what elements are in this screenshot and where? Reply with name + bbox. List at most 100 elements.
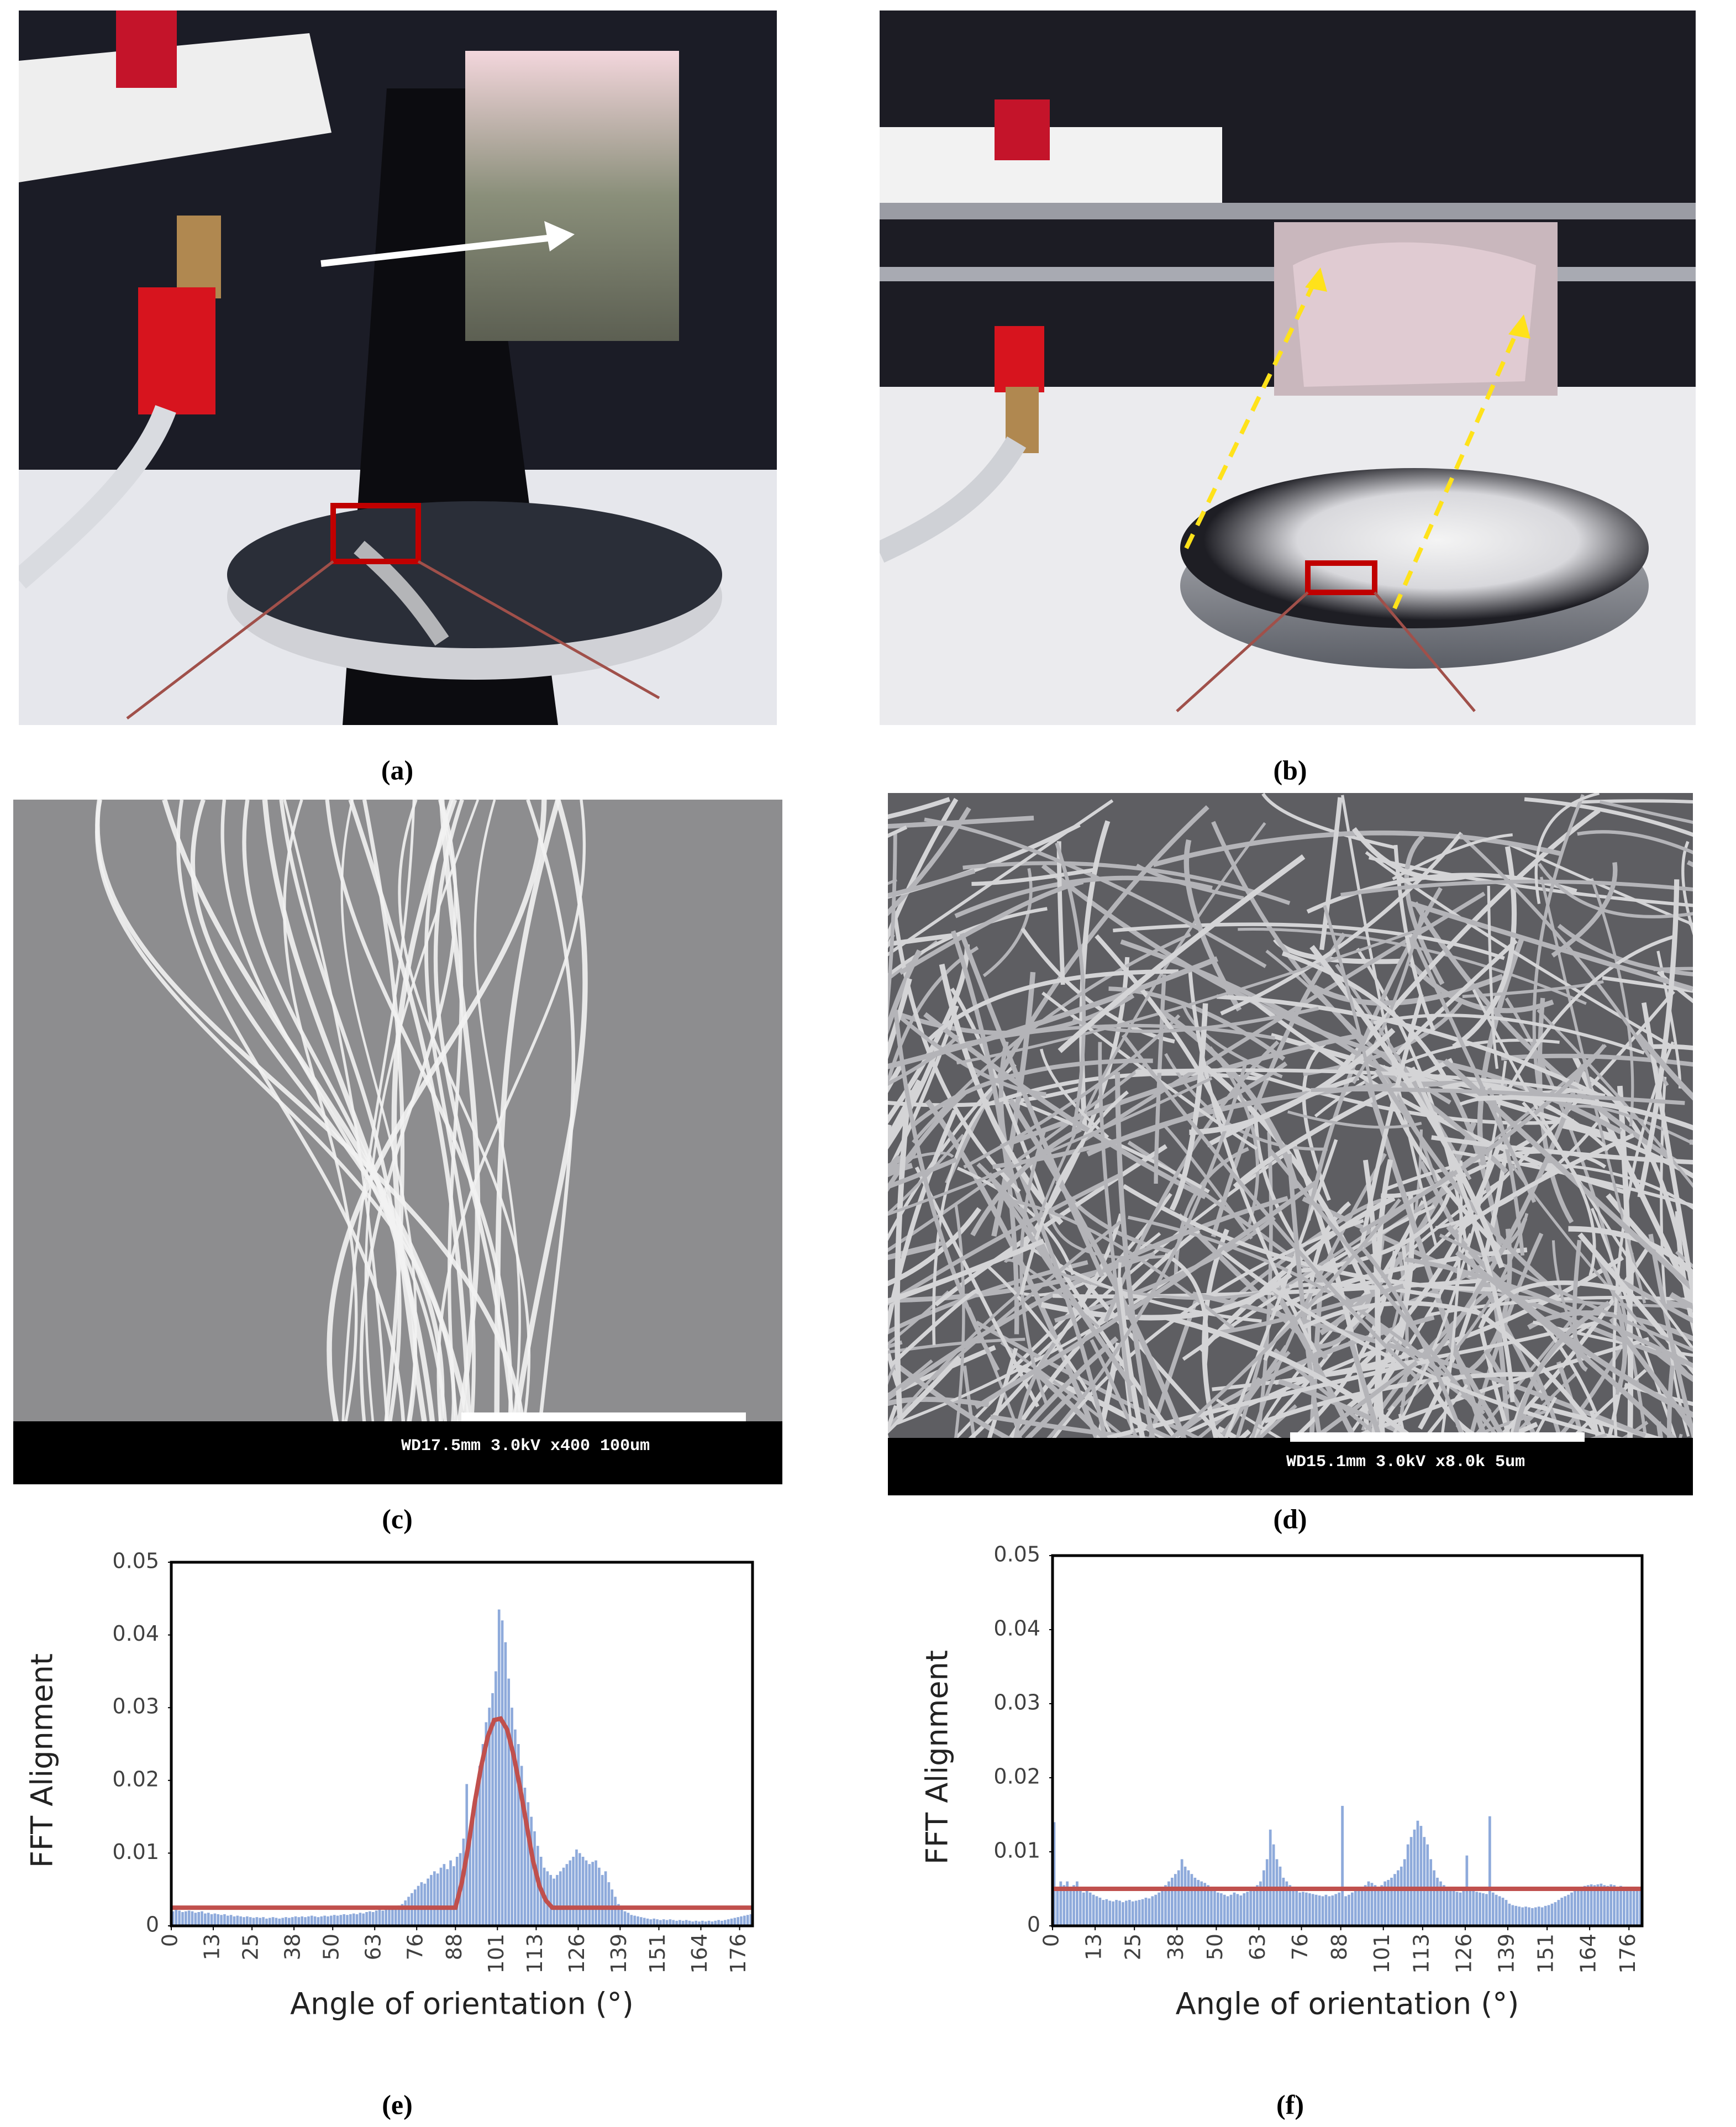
x-tick-label: 151 xyxy=(1534,1934,1558,1974)
fiber xyxy=(888,1157,958,1189)
fiber xyxy=(1090,1339,1139,1438)
bar xyxy=(1475,1892,1479,1926)
fiber xyxy=(1034,1370,1108,1438)
bar xyxy=(523,1787,527,1926)
bar xyxy=(1174,1874,1177,1926)
fiber xyxy=(1615,1276,1693,1324)
fiber xyxy=(1570,1369,1647,1438)
bar xyxy=(675,1920,678,1926)
bar xyxy=(1118,1900,1121,1926)
x-tick-label: 38 xyxy=(1164,1934,1188,1960)
bar xyxy=(1514,1905,1518,1926)
bar xyxy=(229,1915,233,1926)
bar xyxy=(659,1920,662,1926)
fiber xyxy=(956,924,1432,1065)
bar xyxy=(1314,1894,1318,1926)
fiber xyxy=(1013,1336,1119,1438)
bar xyxy=(1269,1829,1272,1926)
y-axis-title: FFT Alignment xyxy=(25,1653,60,1868)
x-tick-label: 63 xyxy=(361,1934,386,1960)
bar xyxy=(1360,1887,1364,1926)
bar xyxy=(1079,1889,1082,1926)
bar xyxy=(1413,1829,1416,1926)
bar xyxy=(1567,1894,1570,1926)
fiber xyxy=(1311,1361,1418,1438)
bar xyxy=(333,1915,336,1926)
bar xyxy=(1554,1902,1557,1926)
fiber xyxy=(1041,863,1401,1062)
fiber xyxy=(1365,851,1672,1048)
bar xyxy=(404,1900,407,1926)
bar xyxy=(243,1917,245,1926)
bar xyxy=(595,1860,597,1926)
fiber xyxy=(1287,1153,1322,1438)
bar xyxy=(1193,1877,1197,1926)
bar xyxy=(194,1913,197,1926)
fiber xyxy=(987,1347,1018,1438)
fiber xyxy=(888,1152,905,1176)
fiber xyxy=(1561,1123,1693,1179)
bar xyxy=(1219,1893,1223,1926)
bar xyxy=(297,1917,301,1926)
fiber xyxy=(1599,800,1693,824)
bar xyxy=(1419,1826,1423,1926)
bar xyxy=(329,1915,333,1926)
bar xyxy=(443,1864,446,1926)
bar xyxy=(236,1915,239,1926)
x-tick-label: 126 xyxy=(1451,1934,1476,1974)
panel-label: (a) xyxy=(381,754,413,785)
bar xyxy=(381,1910,385,1926)
fiber xyxy=(190,800,445,1421)
fiber xyxy=(1409,901,1693,991)
fiber xyxy=(1272,1289,1357,1438)
bar xyxy=(685,1920,688,1926)
fiber xyxy=(1511,1164,1693,1382)
bar xyxy=(1609,1884,1613,1926)
bar xyxy=(1400,1866,1403,1926)
bar xyxy=(1298,1892,1301,1926)
bar xyxy=(575,1849,578,1926)
bar xyxy=(1292,1889,1295,1926)
fiber xyxy=(1487,1087,1525,1256)
bar xyxy=(743,1915,746,1926)
bar xyxy=(662,1919,665,1926)
y-tick-label: 0.03 xyxy=(993,1690,1040,1715)
bar xyxy=(1308,1893,1311,1926)
bar xyxy=(449,1860,452,1926)
fiber xyxy=(1451,1150,1693,1207)
bar xyxy=(391,1908,394,1926)
bar xyxy=(1154,1894,1158,1926)
x-tick-label: 164 xyxy=(1576,1934,1601,1974)
fiber xyxy=(893,1362,1013,1438)
bar xyxy=(643,1918,646,1926)
bar xyxy=(1177,1870,1180,1926)
fiber xyxy=(1679,1433,1683,1438)
bar xyxy=(469,1831,471,1926)
bar xyxy=(1639,1889,1642,1926)
fiber xyxy=(1287,1110,1422,1129)
panel-label: (e) xyxy=(382,2089,413,2120)
bar xyxy=(656,1919,659,1926)
bar xyxy=(371,1911,375,1926)
bar xyxy=(530,1816,533,1926)
bar xyxy=(604,1871,607,1926)
bar xyxy=(1265,1859,1269,1926)
fiber xyxy=(1278,1379,1419,1438)
bar xyxy=(1459,1892,1462,1926)
bar xyxy=(1331,1895,1334,1926)
bar xyxy=(682,1920,685,1926)
fiber xyxy=(1440,1160,1463,1438)
bar xyxy=(1406,1844,1409,1926)
fiber xyxy=(436,800,586,1421)
bar xyxy=(1623,1887,1625,1926)
fiber xyxy=(888,956,1218,1069)
bar xyxy=(578,1853,581,1926)
fiber xyxy=(888,1337,1025,1354)
fiber xyxy=(1120,939,1509,1174)
panel-label: (b) xyxy=(1273,754,1307,785)
fiber xyxy=(1423,1384,1469,1438)
fiber xyxy=(1572,1105,1693,1146)
fiber xyxy=(1433,1059,1622,1135)
fiber xyxy=(982,868,1033,978)
